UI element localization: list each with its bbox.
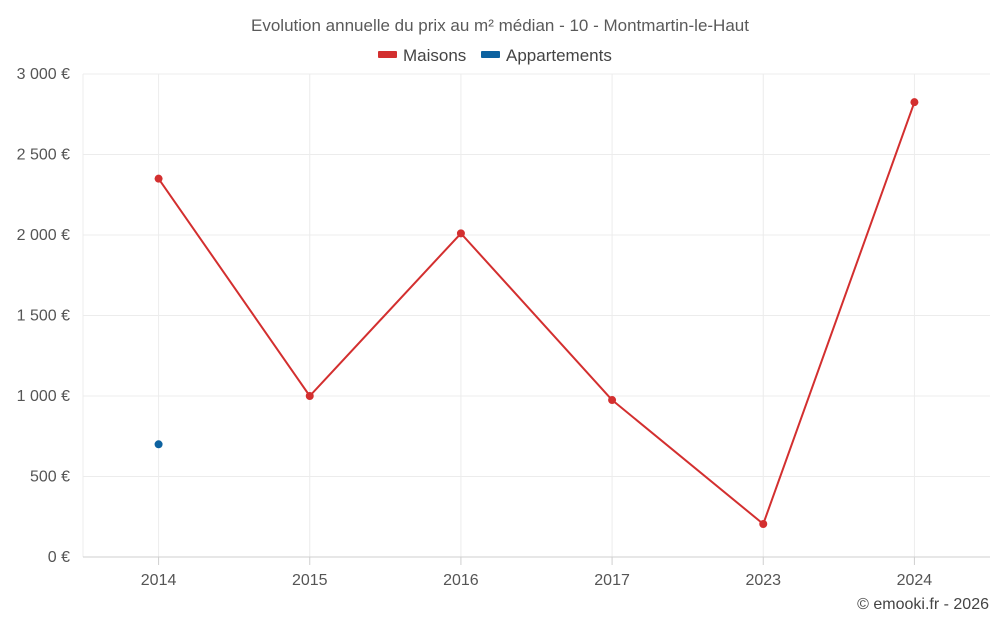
chart-title: Evolution annuelle du prix au m² médian … bbox=[251, 16, 749, 35]
x-tick-label: 2017 bbox=[594, 572, 630, 589]
y-tick-label: 2 500 € bbox=[17, 147, 70, 164]
x-tick-label: 2015 bbox=[292, 572, 328, 589]
y-tick-label: 3 000 € bbox=[17, 66, 70, 83]
x-tick-label: 2016 bbox=[443, 572, 479, 589]
y-tick-label: 500 € bbox=[30, 469, 70, 486]
y-tick-label: 2 000 € bbox=[17, 227, 70, 244]
legend-label-maisons: Maisons bbox=[403, 46, 466, 65]
legend-swatch-appartements bbox=[481, 51, 500, 58]
axes: 0 € 500 € 1 000 € 1 500 € 2 000 € 2 500 € 3 00… bbox=[17, 66, 990, 589]
x-tick-label: 2014 bbox=[141, 572, 177, 589]
data-point-maisons[interactable] bbox=[759, 519, 768, 528]
data-point-appartements[interactable] bbox=[154, 440, 163, 449]
y-tick-label: 0 € bbox=[48, 549, 70, 566]
series-line-maisons bbox=[157, 101, 916, 525]
legend-item-appartements[interactable]: Appartements bbox=[481, 46, 612, 65]
legend-label-appartements: Appartements bbox=[506, 46, 612, 65]
data-point-maisons[interactable] bbox=[910, 98, 919, 107]
series-layer bbox=[154, 98, 919, 528]
credit-text: © emooki.fr - 2026 bbox=[857, 596, 989, 613]
x-tick-label: 2024 bbox=[897, 572, 933, 589]
data-point-maisons[interactable] bbox=[154, 174, 163, 183]
legend: Maisons Appartements bbox=[378, 46, 612, 65]
grid bbox=[82, 73, 990, 557]
y-tick-label: 1 500 € bbox=[17, 308, 70, 325]
x-tick-label: 2023 bbox=[745, 572, 781, 589]
legend-item-maisons[interactable]: Maisons bbox=[378, 46, 466, 65]
data-point-maisons[interactable] bbox=[608, 396, 617, 405]
y-tick-label: 1 000 € bbox=[17, 388, 70, 405]
legend-swatch-maisons bbox=[378, 51, 397, 58]
data-point-maisons[interactable] bbox=[305, 392, 314, 400]
data-point-maisons[interactable] bbox=[456, 229, 465, 238]
